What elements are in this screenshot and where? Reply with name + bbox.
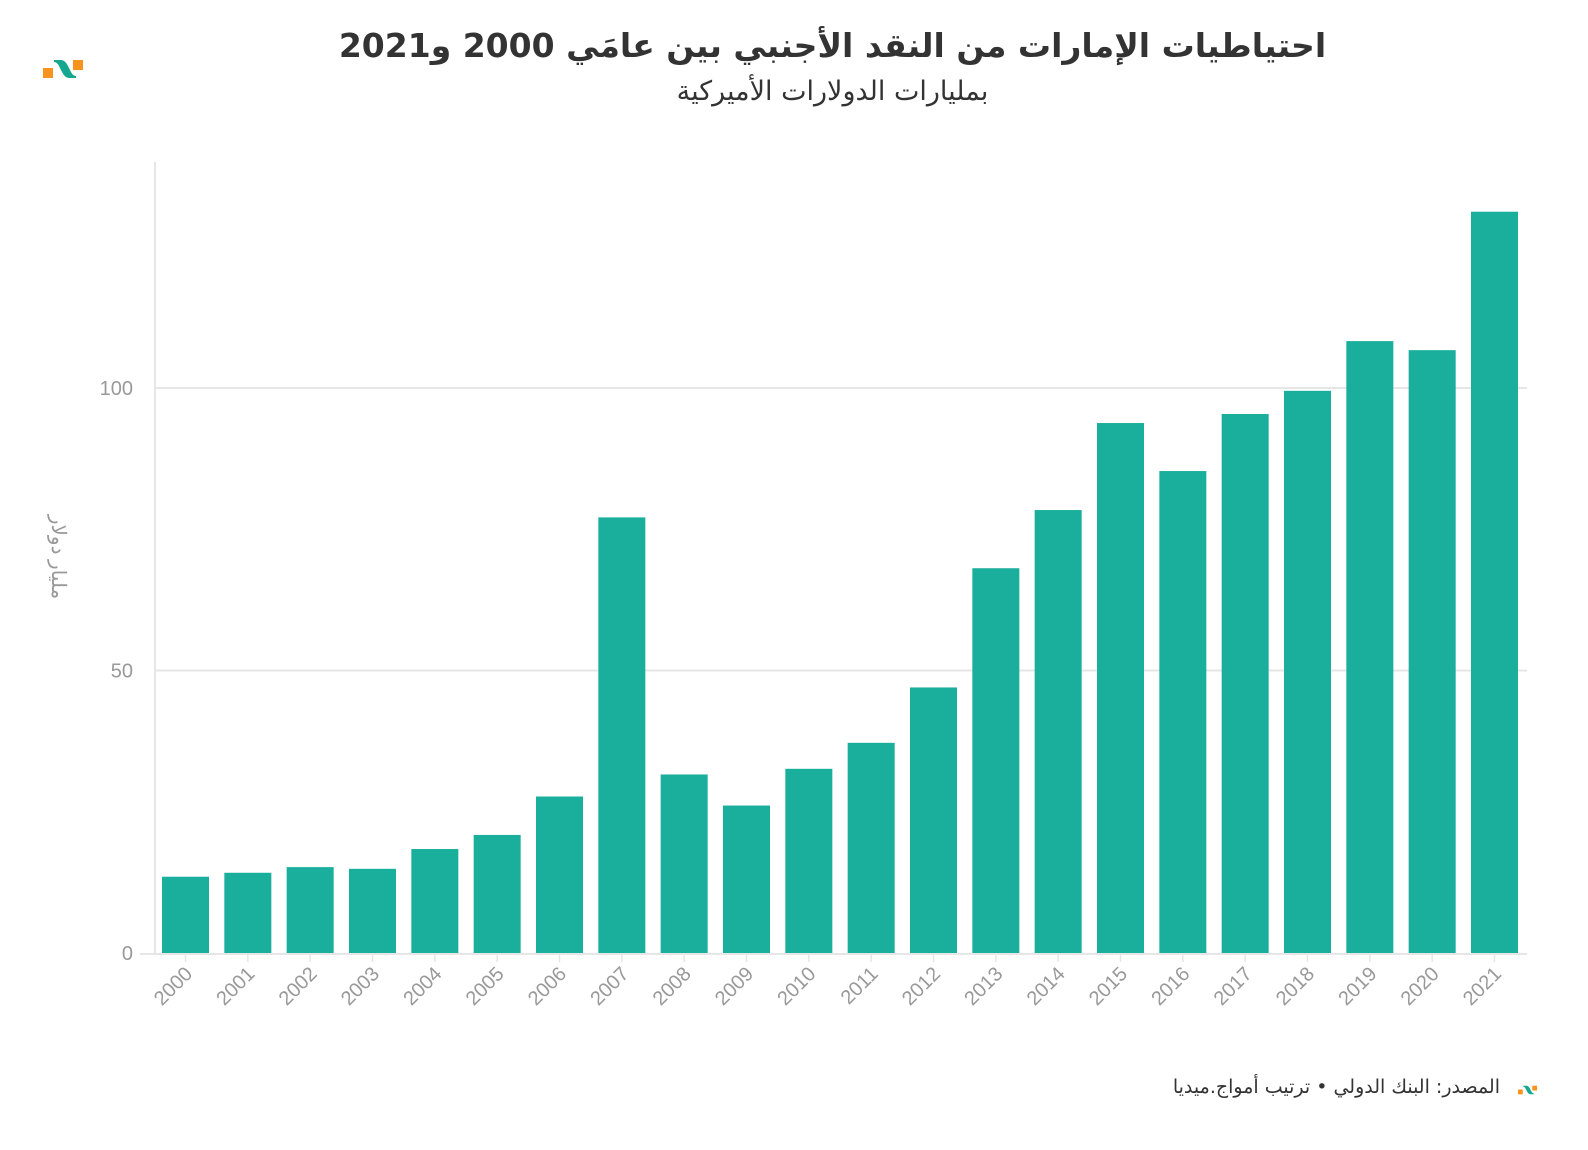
x-tick-label: 2000 (150, 963, 197, 1010)
bar-2018 (1284, 390, 1331, 953)
bar-2012 (910, 687, 957, 953)
footer-logo (1518, 1081, 1538, 1100)
y-tick-label: 100 (100, 378, 133, 400)
bar-2000 (162, 876, 209, 953)
bar-2001 (224, 872, 272, 953)
x-tick-label: 2004 (399, 963, 446, 1010)
x-tick-label: 2015 (1085, 963, 1132, 1010)
bar-2014 (1034, 510, 1082, 953)
x-tick-label: 2008 (649, 963, 696, 1010)
bar-2011 (847, 742, 895, 953)
x-tick-label: 2009 (711, 963, 758, 1010)
x-tick-label: 2014 (1023, 963, 1070, 1010)
x-tick-label: 2007 (586, 963, 633, 1010)
bar-2019 (1346, 341, 1394, 954)
bar-2009 (723, 805, 770, 953)
bar-2006 (536, 796, 583, 953)
x-tick-label: 2017 (1210, 963, 1257, 1010)
bar-2015 (1097, 423, 1144, 953)
x-tick-label: 2002 (275, 963, 322, 1010)
x-tick-label: 2019 (1334, 963, 1381, 1010)
chart-title: احتياطيات الإمارات من النقد الأجنبي بين … (338, 26, 1327, 65)
x-tick-label: 2018 (1272, 963, 1319, 1010)
y-tick-label: 0 (122, 943, 133, 965)
x-tick-label: 2011 (837, 963, 883, 1009)
bar-2002 (286, 867, 334, 953)
bar-2005 (473, 834, 521, 953)
x-tick-label: 2013 (960, 963, 1007, 1010)
y-axis-label: مليار دولار (47, 514, 69, 599)
chart-subtitle: بمليارات الدولارات الأميركية (676, 76, 989, 107)
bar-2004 (411, 849, 459, 953)
x-tick-label: 2005 (462, 963, 509, 1010)
x-tick-label: 2012 (898, 963, 945, 1010)
x-tick-label: 2001 (212, 963, 259, 1010)
x-tick-label: 2020 (1397, 963, 1444, 1010)
bar-2010 (785, 768, 833, 953)
bar-2017 (1221, 413, 1269, 953)
x-tick-label: 2021 (1459, 963, 1506, 1010)
brand-logo (43, 58, 85, 84)
x-tick-label: 2003 (337, 963, 384, 1010)
x-tick-label: 2010 (773, 963, 820, 1010)
x-tick-label: 2016 (1147, 963, 1194, 1010)
bar-2003 (349, 868, 396, 953)
bar-2008 (660, 774, 708, 953)
source-footer: المصدر: البنك الدولي • ترتيب أمواج.ميديا (1172, 1076, 1500, 1098)
bar-2021 (1471, 211, 1518, 954)
bar-2020 (1408, 350, 1456, 953)
bar-2016 (1159, 471, 1207, 953)
bar-2007 (598, 517, 646, 953)
bar-2013 (972, 568, 1020, 953)
x-tick-label: 2006 (524, 963, 571, 1010)
y-tick-label: 50 (111, 661, 133, 683)
